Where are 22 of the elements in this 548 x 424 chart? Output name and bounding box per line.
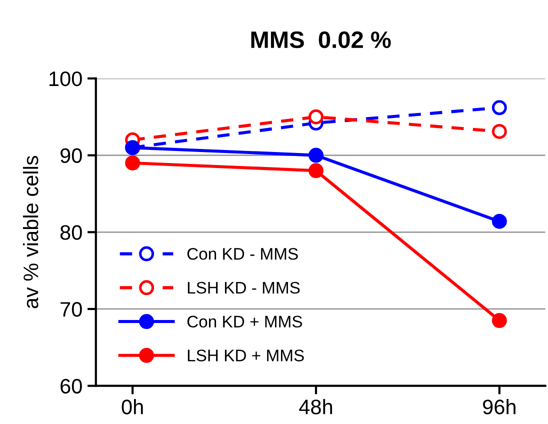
point: [492, 100, 507, 116]
legend-label: Con KD - MMS: [187, 248, 298, 260]
y-tick-label: 60: [60, 378, 82, 394]
x-tick-label: 96h: [483, 399, 516, 414]
point: [308, 163, 324, 178]
point: [492, 124, 507, 139]
point: [308, 148, 324, 163]
point: [492, 313, 507, 328]
x-tick-label: 48h: [299, 399, 332, 414]
legend-label: Con KD + MMS: [187, 316, 302, 328]
point: [308, 109, 324, 124]
y-tick-label: 70: [60, 302, 82, 317]
legend-label: LSH KD - MMS: [188, 282, 300, 294]
chart-title: MMS 0.02 %: [251, 31, 391, 48]
x-tick-label: 0h: [122, 399, 143, 414]
y-axis-title: av % viable cells: [22, 156, 38, 308]
y-tick-label: 80: [60, 225, 82, 240]
point: [125, 155, 140, 170]
point: [492, 214, 507, 229]
legend-label: LSH KD + MMS: [188, 350, 304, 362]
y-tick-label: 100: [50, 71, 82, 86]
y-tick-label: 90: [60, 148, 82, 164]
